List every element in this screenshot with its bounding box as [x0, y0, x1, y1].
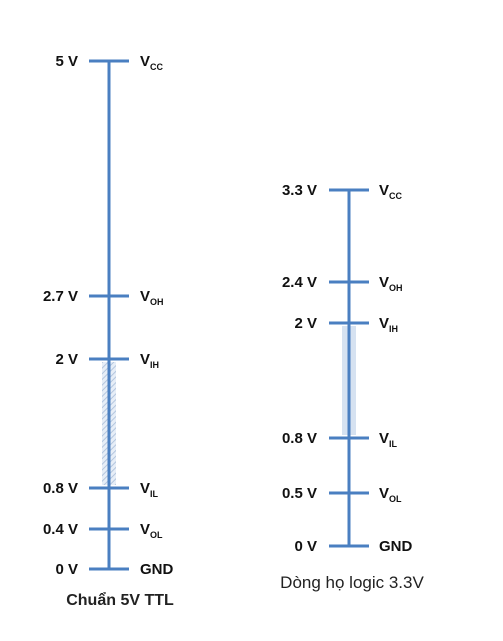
signal-name-main: GND — [140, 561, 174, 578]
voltage-value-label: 5 V — [55, 53, 78, 70]
signal-name-label: VIL — [379, 430, 398, 449]
panel-caption: Chuẩn 5V TTL — [66, 591, 174, 609]
voltage-value-label: 3.3 V — [282, 182, 317, 199]
signal-name-main: V — [379, 485, 389, 502]
signal-name-label: VIL — [140, 480, 159, 499]
signal-name-main: V — [140, 480, 150, 497]
signal-name-subscript: IH — [150, 360, 159, 370]
signal-name-main: V — [379, 315, 389, 332]
voltage-value-label: 0.5 V — [282, 485, 317, 502]
signal-name-main: V — [140, 288, 150, 305]
signal-name-label: VOH — [140, 288, 164, 307]
voltage-value-label: 2 V — [294, 315, 317, 332]
signal-name-label: GND — [140, 561, 174, 578]
signal-name-main: GND — [379, 538, 413, 555]
voltage-value-label: 0 V — [55, 561, 78, 578]
signal-name-subscript: IL — [389, 439, 398, 449]
signal-name-subscript: OH — [150, 297, 164, 307]
signal-name-subscript: IH — [389, 324, 398, 334]
voltage-value-label: 0.8 V — [43, 480, 78, 497]
signal-name-main: V — [140, 351, 150, 368]
voltage-value-label: 2.4 V — [282, 274, 317, 291]
signal-name-label: VCC — [140, 53, 164, 72]
signal-name-label: VOL — [140, 521, 163, 540]
signal-name-main: V — [379, 182, 389, 199]
signal-name-subscript: IL — [150, 489, 159, 499]
signal-name-subscript: CC — [389, 191, 402, 201]
voltage-value-label: 0.4 V — [43, 521, 78, 538]
signal-name-main: V — [379, 430, 389, 447]
signal-name-subscript: OH — [389, 283, 403, 293]
voltage-value-label: 0 V — [294, 538, 317, 555]
signal-name-main: V — [379, 274, 389, 291]
panel-caption: Dòng họ logic 3.3V — [280, 573, 424, 592]
signal-name-label: VIH — [379, 315, 398, 334]
signal-name-label: VOH — [379, 274, 403, 293]
signal-name-subscript: CC — [150, 62, 163, 72]
signal-name-label: VOL — [379, 485, 402, 504]
signal-name-label: VCC — [379, 182, 403, 201]
signal-name-label: VIH — [140, 351, 159, 370]
voltage-value-label: 2.7 V — [43, 288, 78, 305]
signal-name-label: GND — [379, 538, 413, 555]
signal-name-main: V — [140, 53, 150, 70]
signal-name-subscript: OL — [150, 530, 163, 540]
signal-name-subscript: OL — [389, 494, 402, 504]
voltage-value-label: 2 V — [55, 351, 78, 368]
signal-name-main: V — [140, 521, 150, 538]
voltage-value-label: 0.8 V — [282, 430, 317, 447]
